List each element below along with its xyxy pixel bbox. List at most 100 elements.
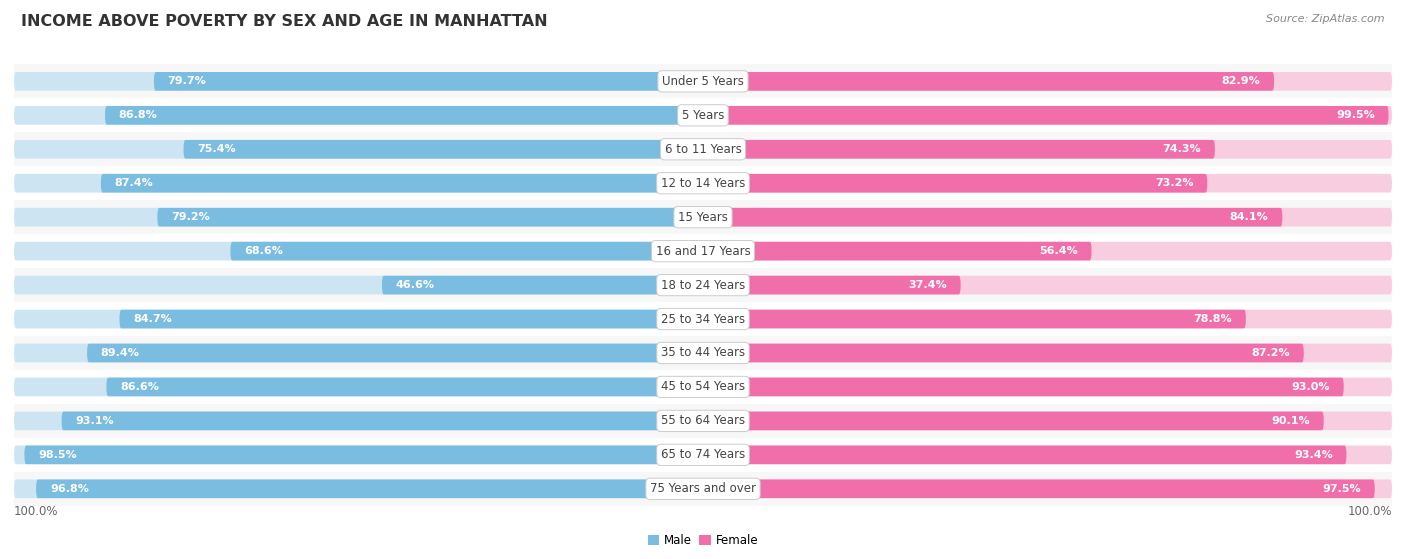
- Text: 18 to 24 Years: 18 to 24 Years: [661, 278, 745, 292]
- FancyBboxPatch shape: [14, 411, 703, 430]
- FancyBboxPatch shape: [703, 446, 1392, 464]
- FancyBboxPatch shape: [703, 446, 1347, 464]
- Text: 93.4%: 93.4%: [1294, 450, 1333, 460]
- FancyBboxPatch shape: [14, 310, 703, 328]
- FancyBboxPatch shape: [14, 378, 703, 396]
- FancyBboxPatch shape: [107, 378, 703, 396]
- FancyBboxPatch shape: [14, 480, 703, 498]
- Text: 99.5%: 99.5%: [1336, 110, 1375, 120]
- FancyBboxPatch shape: [231, 242, 703, 260]
- Legend: Male, Female: Male, Female: [643, 529, 763, 552]
- Text: 82.9%: 82.9%: [1222, 77, 1260, 87]
- FancyBboxPatch shape: [703, 344, 1392, 362]
- FancyBboxPatch shape: [703, 480, 1375, 498]
- FancyBboxPatch shape: [14, 344, 703, 362]
- FancyBboxPatch shape: [703, 344, 1303, 362]
- FancyBboxPatch shape: [703, 72, 1392, 91]
- Bar: [14, 336, 1392, 370]
- Bar: [14, 438, 1392, 472]
- FancyBboxPatch shape: [14, 208, 703, 226]
- Text: 97.5%: 97.5%: [1322, 484, 1361, 494]
- Text: 5 Years: 5 Years: [682, 109, 724, 122]
- Text: 79.2%: 79.2%: [172, 212, 209, 222]
- Text: 89.4%: 89.4%: [101, 348, 139, 358]
- Text: 74.3%: 74.3%: [1163, 144, 1201, 154]
- FancyBboxPatch shape: [703, 276, 960, 295]
- Text: 68.6%: 68.6%: [245, 246, 283, 256]
- Text: 37.4%: 37.4%: [908, 280, 946, 290]
- FancyBboxPatch shape: [24, 446, 703, 464]
- Bar: [14, 472, 1392, 506]
- FancyBboxPatch shape: [703, 106, 1392, 125]
- FancyBboxPatch shape: [703, 276, 1392, 295]
- FancyBboxPatch shape: [703, 106, 1389, 125]
- FancyBboxPatch shape: [703, 310, 1246, 328]
- FancyBboxPatch shape: [87, 344, 703, 362]
- Text: 79.7%: 79.7%: [167, 77, 207, 87]
- Text: 12 to 14 Years: 12 to 14 Years: [661, 177, 745, 190]
- FancyBboxPatch shape: [703, 208, 1392, 226]
- FancyBboxPatch shape: [14, 242, 703, 260]
- Text: Under 5 Years: Under 5 Years: [662, 75, 744, 88]
- Text: 87.4%: 87.4%: [115, 178, 153, 188]
- Text: 15 Years: 15 Years: [678, 211, 728, 224]
- FancyBboxPatch shape: [703, 140, 1215, 159]
- FancyBboxPatch shape: [153, 72, 703, 91]
- Text: 90.1%: 90.1%: [1271, 416, 1310, 426]
- FancyBboxPatch shape: [703, 242, 1392, 260]
- FancyBboxPatch shape: [703, 208, 1282, 226]
- Text: 46.6%: 46.6%: [395, 280, 434, 290]
- FancyBboxPatch shape: [703, 174, 1208, 192]
- Text: 100.0%: 100.0%: [14, 505, 59, 518]
- Bar: [14, 166, 1392, 200]
- Bar: [14, 132, 1392, 166]
- Bar: [14, 234, 1392, 268]
- Text: 55 to 64 Years: 55 to 64 Years: [661, 414, 745, 428]
- FancyBboxPatch shape: [703, 174, 1392, 192]
- Text: 75.4%: 75.4%: [197, 144, 236, 154]
- Text: 87.2%: 87.2%: [1251, 348, 1289, 358]
- FancyBboxPatch shape: [14, 106, 703, 125]
- Text: Source: ZipAtlas.com: Source: ZipAtlas.com: [1267, 14, 1385, 24]
- FancyBboxPatch shape: [703, 242, 1091, 260]
- FancyBboxPatch shape: [703, 480, 1392, 498]
- Text: 56.4%: 56.4%: [1039, 246, 1078, 256]
- Text: 98.5%: 98.5%: [38, 450, 77, 460]
- FancyBboxPatch shape: [105, 106, 703, 125]
- Text: 93.0%: 93.0%: [1292, 382, 1330, 392]
- Bar: [14, 404, 1392, 438]
- FancyBboxPatch shape: [14, 446, 703, 464]
- FancyBboxPatch shape: [157, 208, 703, 226]
- FancyBboxPatch shape: [703, 378, 1344, 396]
- Text: 96.8%: 96.8%: [49, 484, 89, 494]
- FancyBboxPatch shape: [703, 72, 1274, 91]
- Text: 86.8%: 86.8%: [118, 110, 157, 120]
- FancyBboxPatch shape: [703, 411, 1323, 430]
- Text: 6 to 11 Years: 6 to 11 Years: [665, 143, 741, 156]
- FancyBboxPatch shape: [14, 174, 703, 192]
- Text: 84.7%: 84.7%: [134, 314, 172, 324]
- Text: 73.2%: 73.2%: [1154, 178, 1194, 188]
- Bar: [14, 302, 1392, 336]
- Text: 45 to 54 Years: 45 to 54 Years: [661, 381, 745, 394]
- FancyBboxPatch shape: [703, 310, 1392, 328]
- FancyBboxPatch shape: [62, 411, 703, 430]
- Text: 16 and 17 Years: 16 and 17 Years: [655, 245, 751, 258]
- FancyBboxPatch shape: [120, 310, 703, 328]
- FancyBboxPatch shape: [703, 411, 1392, 430]
- Text: 75 Years and over: 75 Years and over: [650, 482, 756, 495]
- Text: 93.1%: 93.1%: [76, 416, 114, 426]
- FancyBboxPatch shape: [703, 140, 1392, 159]
- Text: 86.6%: 86.6%: [120, 382, 159, 392]
- FancyBboxPatch shape: [14, 276, 703, 295]
- FancyBboxPatch shape: [14, 72, 703, 91]
- Text: 25 to 34 Years: 25 to 34 Years: [661, 312, 745, 325]
- Bar: [14, 64, 1392, 98]
- FancyBboxPatch shape: [14, 140, 703, 159]
- Text: 100.0%: 100.0%: [1347, 505, 1392, 518]
- Text: 84.1%: 84.1%: [1230, 212, 1268, 222]
- Bar: [14, 98, 1392, 132]
- Bar: [14, 200, 1392, 234]
- FancyBboxPatch shape: [101, 174, 703, 192]
- Text: INCOME ABOVE POVERTY BY SEX AND AGE IN MANHATTAN: INCOME ABOVE POVERTY BY SEX AND AGE IN M…: [21, 14, 548, 29]
